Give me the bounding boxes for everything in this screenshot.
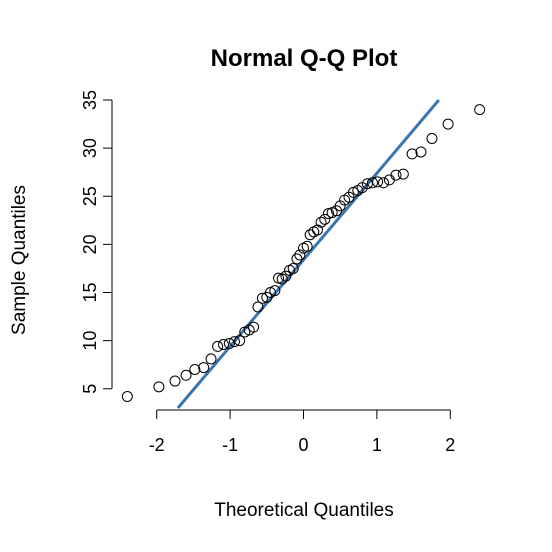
data-point (291, 253, 303, 265)
y-tick-label: 30 (80, 138, 100, 158)
data-point (252, 301, 264, 313)
data-point (198, 362, 210, 374)
data-point (372, 176, 384, 188)
data-point (234, 335, 246, 347)
data-point (180, 369, 192, 381)
data-point (276, 273, 288, 285)
y-tick-label: 15 (80, 282, 100, 302)
data-point (406, 148, 418, 160)
data-point (397, 168, 409, 180)
x-tick-label: 1 (372, 435, 382, 455)
data-point (390, 169, 402, 181)
data-point (287, 262, 299, 274)
data-point (366, 177, 378, 189)
chart-title: Normal Q-Q Plot (211, 45, 398, 72)
data-point (269, 285, 281, 297)
data-point (383, 174, 395, 186)
data-point (378, 177, 390, 189)
data-point (121, 390, 133, 402)
data-point (153, 381, 165, 393)
data-point (315, 216, 327, 228)
data-point (334, 200, 346, 212)
y-tick-label: 35 (80, 90, 100, 110)
data-point (229, 336, 241, 348)
y-axis: 5 10 15 20 25 30 35 (80, 90, 113, 394)
data-point (169, 375, 181, 387)
x-axis-label: Theoretical Quantiles (214, 500, 394, 521)
data-point (223, 338, 235, 350)
data-point (189, 364, 201, 375)
data-point (217, 338, 229, 350)
data-points (121, 104, 486, 402)
y-tick-label: 5 (80, 384, 100, 394)
data-point (442, 118, 454, 130)
data-point (301, 240, 313, 252)
data-point (294, 249, 306, 261)
x-tick-label: -1 (222, 435, 238, 455)
data-point (212, 340, 224, 352)
y-tick-label: 25 (80, 186, 100, 206)
data-point (280, 270, 292, 282)
x-tick-label: 2 (445, 435, 455, 455)
x-axis: -2 -1 0 1 2 (149, 409, 455, 455)
data-point (474, 104, 486, 116)
data-point (426, 133, 438, 144)
data-point (311, 224, 323, 236)
x-tick-label: -2 (149, 435, 165, 455)
data-point (205, 353, 217, 365)
data-point (273, 272, 285, 284)
x-tick-label: 0 (298, 435, 308, 455)
reference-line (176, 99, 441, 409)
y-tick-label: 20 (80, 234, 100, 254)
data-point (415, 146, 427, 158)
data-point (248, 321, 260, 333)
data-point (256, 292, 268, 304)
y-axis-label: Sample Quantiles (9, 185, 30, 335)
data-point (361, 178, 373, 190)
y-tick-label: 10 (80, 331, 100, 351)
data-point (319, 213, 331, 225)
